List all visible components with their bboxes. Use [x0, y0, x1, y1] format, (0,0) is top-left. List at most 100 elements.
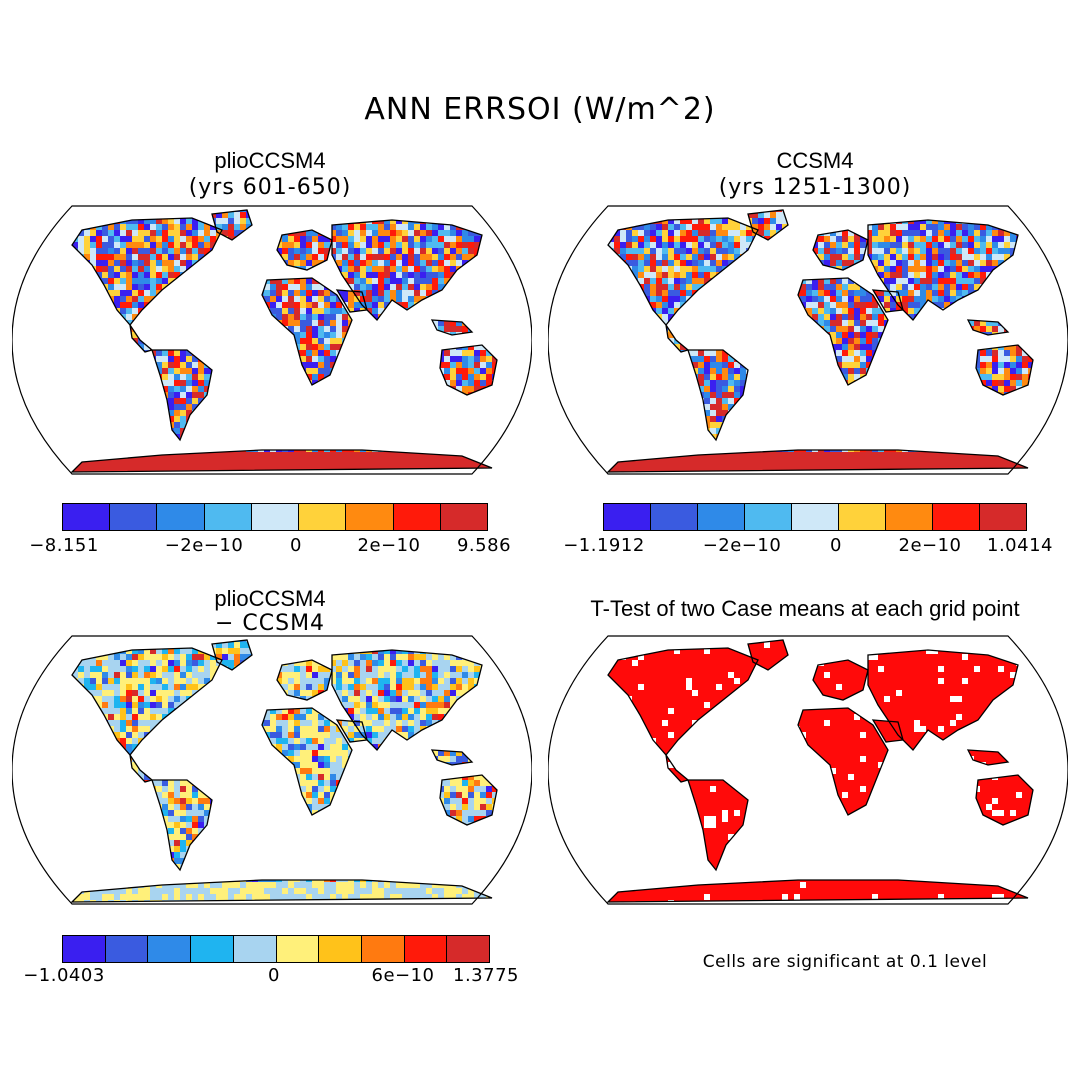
colorbar-swatch [105, 936, 149, 962]
panel-title-pliocene: plioCCSM4 [214, 148, 326, 173]
land-field [608, 210, 1033, 472]
coastline [331, 219, 483, 321]
land-field [72, 640, 497, 902]
coastline [606, 449, 1029, 473]
coastline [747, 209, 789, 241]
coastline [797, 277, 889, 386]
coastline [812, 229, 869, 271]
colorbar-pliocene [62, 503, 488, 531]
map-pliocene [12, 205, 532, 475]
colorbar-swatch [651, 504, 698, 530]
colorbar-difference [62, 935, 490, 963]
colorbar-label: 0 [830, 535, 842, 556]
colorbar-swatch [299, 504, 347, 530]
map-frame [548, 635, 1068, 905]
colorbar-swatch [319, 936, 362, 962]
colorbar-label: −1.1912 [563, 535, 645, 556]
coastline [812, 659, 869, 701]
colorbar-label: 2e−10 [357, 535, 421, 556]
coastline [335, 719, 368, 743]
colorbar-label: 0 [268, 965, 280, 986]
coastline [331, 649, 483, 751]
coastline [71, 647, 223, 757]
coastline [276, 229, 333, 271]
colorbar-swatch [745, 504, 792, 530]
map-control [548, 205, 1068, 475]
coastline [665, 754, 690, 783]
coastline [70, 879, 493, 903]
colorbar-control [603, 503, 1027, 531]
colorbar-label: −1.0403 [23, 965, 105, 986]
ttest-footnote: Cells are significant at 0.1 level [702, 952, 988, 972]
coastline [665, 324, 690, 353]
colorbar-swatch [698, 504, 745, 530]
colorbar-swatch [191, 936, 234, 962]
coastline [607, 217, 759, 327]
colorbar-swatch [110, 504, 158, 530]
colorbar-label: −2e−10 [164, 535, 244, 556]
coastline [687, 779, 749, 872]
colorbar-label: −8.151 [29, 535, 99, 556]
colorbar-swatch [157, 504, 205, 530]
colorbar-swatch [839, 504, 886, 530]
coastline [439, 344, 498, 396]
map-ttest [548, 635, 1068, 905]
figure-title: ANN ERRSOI (W/m^2) [364, 92, 716, 127]
coastline [70, 449, 493, 473]
coastline [129, 324, 154, 353]
panel-subtitle-control: (yrs 1251-1300) [718, 175, 912, 200]
coastline [607, 647, 759, 757]
colorbar-swatch [63, 936, 106, 962]
colorbar-swatch [980, 504, 1026, 530]
map-difference [12, 635, 532, 905]
coastline [335, 289, 368, 313]
colorbar-label: 6e−10 [371, 965, 435, 986]
panel-title-difference: plioCCSM4 [214, 586, 326, 611]
coastline [975, 344, 1034, 396]
coastline [151, 349, 213, 442]
coastline [975, 774, 1034, 826]
coastline [867, 649, 1019, 751]
coastline [151, 779, 213, 872]
land-field [72, 210, 497, 472]
colorbar-swatch [933, 504, 980, 530]
coastline [966, 319, 1010, 336]
coastline [430, 319, 474, 336]
panel-title-ttest: T-Test of two Case means at each grid po… [590, 596, 1020, 621]
colorbar-swatch [404, 936, 448, 962]
colorbar-swatch [148, 936, 192, 962]
colorbar-swatch [233, 936, 277, 962]
colorbar-swatch [886, 504, 933, 530]
colorbar-label: −2e−10 [702, 535, 782, 556]
coastline [261, 277, 353, 386]
colorbar-label: 0 [290, 535, 302, 556]
coastline [261, 707, 353, 816]
colorbar-label: 1.3775 [453, 965, 519, 986]
map-frame [12, 205, 532, 475]
colorbar-swatch [251, 504, 300, 530]
panel-subtitle-pliocene: (yrs 601-650) [188, 175, 352, 200]
land-field [608, 640, 1033, 902]
colorbar-swatch [604, 504, 651, 530]
coastline [687, 349, 749, 442]
coastline [430, 749, 474, 766]
coastline [797, 707, 889, 816]
coastline [867, 219, 1019, 321]
colorbar-swatch [361, 936, 405, 962]
colorbar-swatch [276, 936, 320, 962]
coastline [439, 774, 498, 826]
map-frame [548, 205, 1068, 475]
panel-subtitle-difference: − CCSM4 [214, 611, 326, 636]
colorbar-swatch [447, 936, 490, 962]
coastline [276, 659, 333, 701]
coastline [966, 749, 1010, 766]
colorbar-label: 1.0414 [987, 535, 1053, 556]
coastline [606, 879, 1029, 903]
coastline [871, 719, 904, 743]
colorbar-swatch [440, 504, 487, 530]
colorbar-swatch [204, 504, 252, 530]
colorbar-swatch [792, 504, 839, 530]
coastline [129, 754, 154, 783]
colorbar-label: 9.586 [456, 535, 512, 556]
panel-title-control: CCSM4 [776, 148, 854, 173]
